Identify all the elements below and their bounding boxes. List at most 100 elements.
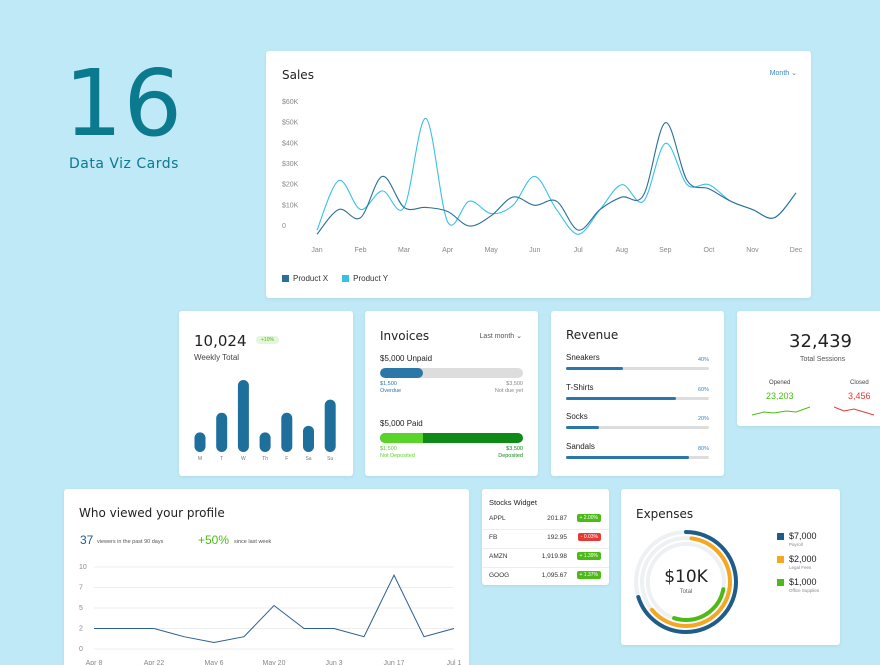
stocks-title: Stocks Widget [489, 498, 537, 507]
sales-x-tick: Oct [703, 247, 714, 254]
unpaid-left-amount: $1,500 [380, 381, 397, 387]
legend-swatch-product-y [342, 275, 350, 282]
expense-legend-swatch [777, 579, 784, 586]
sales-y-tick: $10K [282, 202, 299, 209]
revenue-item-label: Sandals [566, 441, 595, 451]
paid-right-amount: $3,500 [506, 446, 523, 452]
sales-line-product-y [316, 117, 797, 235]
sessions-card: 32,439 Total Sessions Opened 23,203 Clos… [737, 311, 880, 426]
expenses-ring-payroll [634, 530, 738, 634]
expense-legend-label: Legal Fees [789, 565, 812, 570]
weekly-badge: +10% [256, 336, 279, 344]
legend-label-product-x: Product X [293, 274, 329, 283]
revenue-title: Revenue [566, 328, 619, 342]
unpaid-label: $5,000 Unpaid [380, 354, 433, 363]
weekly-bar [216, 412, 228, 452]
sales-y-tick: $40K [282, 140, 299, 147]
profile-title: Who viewed your profile [79, 506, 225, 520]
sales-y-tick: $30K [282, 161, 299, 168]
chevron-down-icon: ⌄ [516, 333, 522, 340]
paid-right-label: Deposited [498, 453, 523, 459]
expenses-total: $10K [664, 567, 708, 587]
sales-x-tick: Jun [529, 247, 540, 254]
stock-symbol: GOOG [489, 572, 510, 579]
stock-change-badge: + 2.00% [576, 514, 601, 522]
weekly-bar [281, 412, 293, 452]
sales-x-tick: May [485, 247, 499, 254]
invoices-title: Invoices [380, 329, 430, 343]
sales-period-dropdown[interactable]: Month ⌄ [770, 69, 797, 77]
stock-change-badge: + 1.37% [576, 571, 601, 579]
closed-label: Closed [850, 380, 869, 386]
opened-value: 23,203 [766, 391, 794, 401]
profile-chart: 10 7 5 2 0 Apr 8 Apr 22 May 6 May 20 Jun 3 Jun 17 J… [79, 564, 461, 665]
sales-x-tick: Dec [790, 247, 803, 254]
expense-legend-swatch [777, 556, 784, 563]
weekly-day-label: Su [327, 456, 333, 462]
weekly-bar [194, 432, 206, 452]
paid-label: $5,000 Paid [380, 419, 423, 428]
legend-item-product-x: Product X [282, 274, 328, 283]
profile-y-tick: 0 [79, 646, 83, 653]
sales-y-tick: $20K [282, 182, 299, 189]
weekly-day-label: Sa [305, 456, 311, 462]
weekly-bar [324, 399, 336, 452]
expense-legend-amount: $2,000 [789, 554, 817, 564]
weekly-day-label: Th [262, 456, 268, 462]
revenue-item-bar-fill [566, 426, 599, 429]
sales-x-tick: Sep [659, 247, 672, 254]
profile-y-tick: 10 [79, 564, 87, 571]
weekly-card: 10,024 +10% Weekly Total M T W Th F Sa Su [179, 311, 353, 476]
sales-x-tick: Apr [442, 247, 454, 254]
weekly-day-label: T [220, 456, 223, 462]
revenue-item-bar [566, 396, 709, 400]
revenue-item-bar-fill [566, 396, 677, 400]
sessions-value: 32,439 [789, 331, 852, 352]
sales-y-tick: $60K [282, 99, 299, 106]
expense-legend-amount: $1,000 [789, 577, 817, 587]
stock-row-divider [482, 548, 609, 549]
unpaid-left-label: Overdue [380, 388, 402, 394]
profile-y-tick: 2 [79, 626, 83, 633]
profile-line [94, 574, 455, 643]
weekly-day-label: M [198, 456, 202, 462]
weekly-bar-chart: M T W Th F Sa Su [194, 380, 336, 462]
profile-x-tick: Jun 3 [325, 660, 342, 665]
revenue-item-label: Socks [566, 412, 588, 421]
revenue-card: Revenue Sneakers 40% T-Shirts 60% Socks 20% Sa… [551, 311, 724, 476]
revenue-item-bar-fill [566, 367, 624, 370]
stock-price: 192.95 [547, 534, 567, 541]
sales-x-tick: Nov [746, 247, 759, 254]
unpaid-right-amount: $3,500 [506, 381, 523, 387]
revenue-item-percent: 20% [697, 416, 709, 422]
opened-label: Opened [769, 380, 791, 386]
invoices-period-dropdown[interactable]: Last month ⌄ [480, 332, 522, 340]
profile-viewers-text: viewers in the past 90 days [97, 539, 164, 545]
weekly-day-label: W [241, 456, 246, 462]
revenue-item-percent: 80% [697, 445, 709, 452]
profile-card: Who viewed your profile 37 viewers in th… [64, 489, 469, 665]
paid-left-amount: $1,500 [380, 446, 397, 452]
sales-x-tick: Jul [574, 247, 583, 254]
expenses-title: Expenses [636, 507, 694, 521]
closed-sparkline [834, 406, 874, 416]
legend-swatch-product-x [282, 275, 289, 282]
sales-x-tick: Feb [355, 247, 367, 254]
legend-label-product-y: Product Y [353, 274, 389, 283]
paid-bar [380, 433, 523, 443]
weekly-bar [237, 380, 249, 452]
revenue-item-bar [566, 455, 709, 459]
paid-left-label: Not Deposited [380, 453, 415, 459]
unpaid-bar [380, 368, 523, 378]
sales-card: Sales Month ⌄ $60K $50K $40K $30K $20K $10K 0 J… [266, 51, 811, 298]
revenue-item-bar [566, 367, 709, 370]
stocks-card: Stocks Widget APPL 201.87 + 2.00% FB 192.95 -… [482, 489, 609, 585]
unpaid-right-label: Not due yet [494, 388, 523, 394]
revenue-item-label: T-Shirts [566, 382, 594, 392]
invoices-period-label: Last month [479, 333, 515, 340]
sales-y-tick: $50K [282, 120, 299, 127]
stock-price: 201.87 [547, 515, 567, 522]
revenue-item-label: Sneakers [566, 353, 600, 362]
sales-line-product-x [316, 122, 797, 235]
expense-legend-label: Payroll [789, 542, 803, 547]
